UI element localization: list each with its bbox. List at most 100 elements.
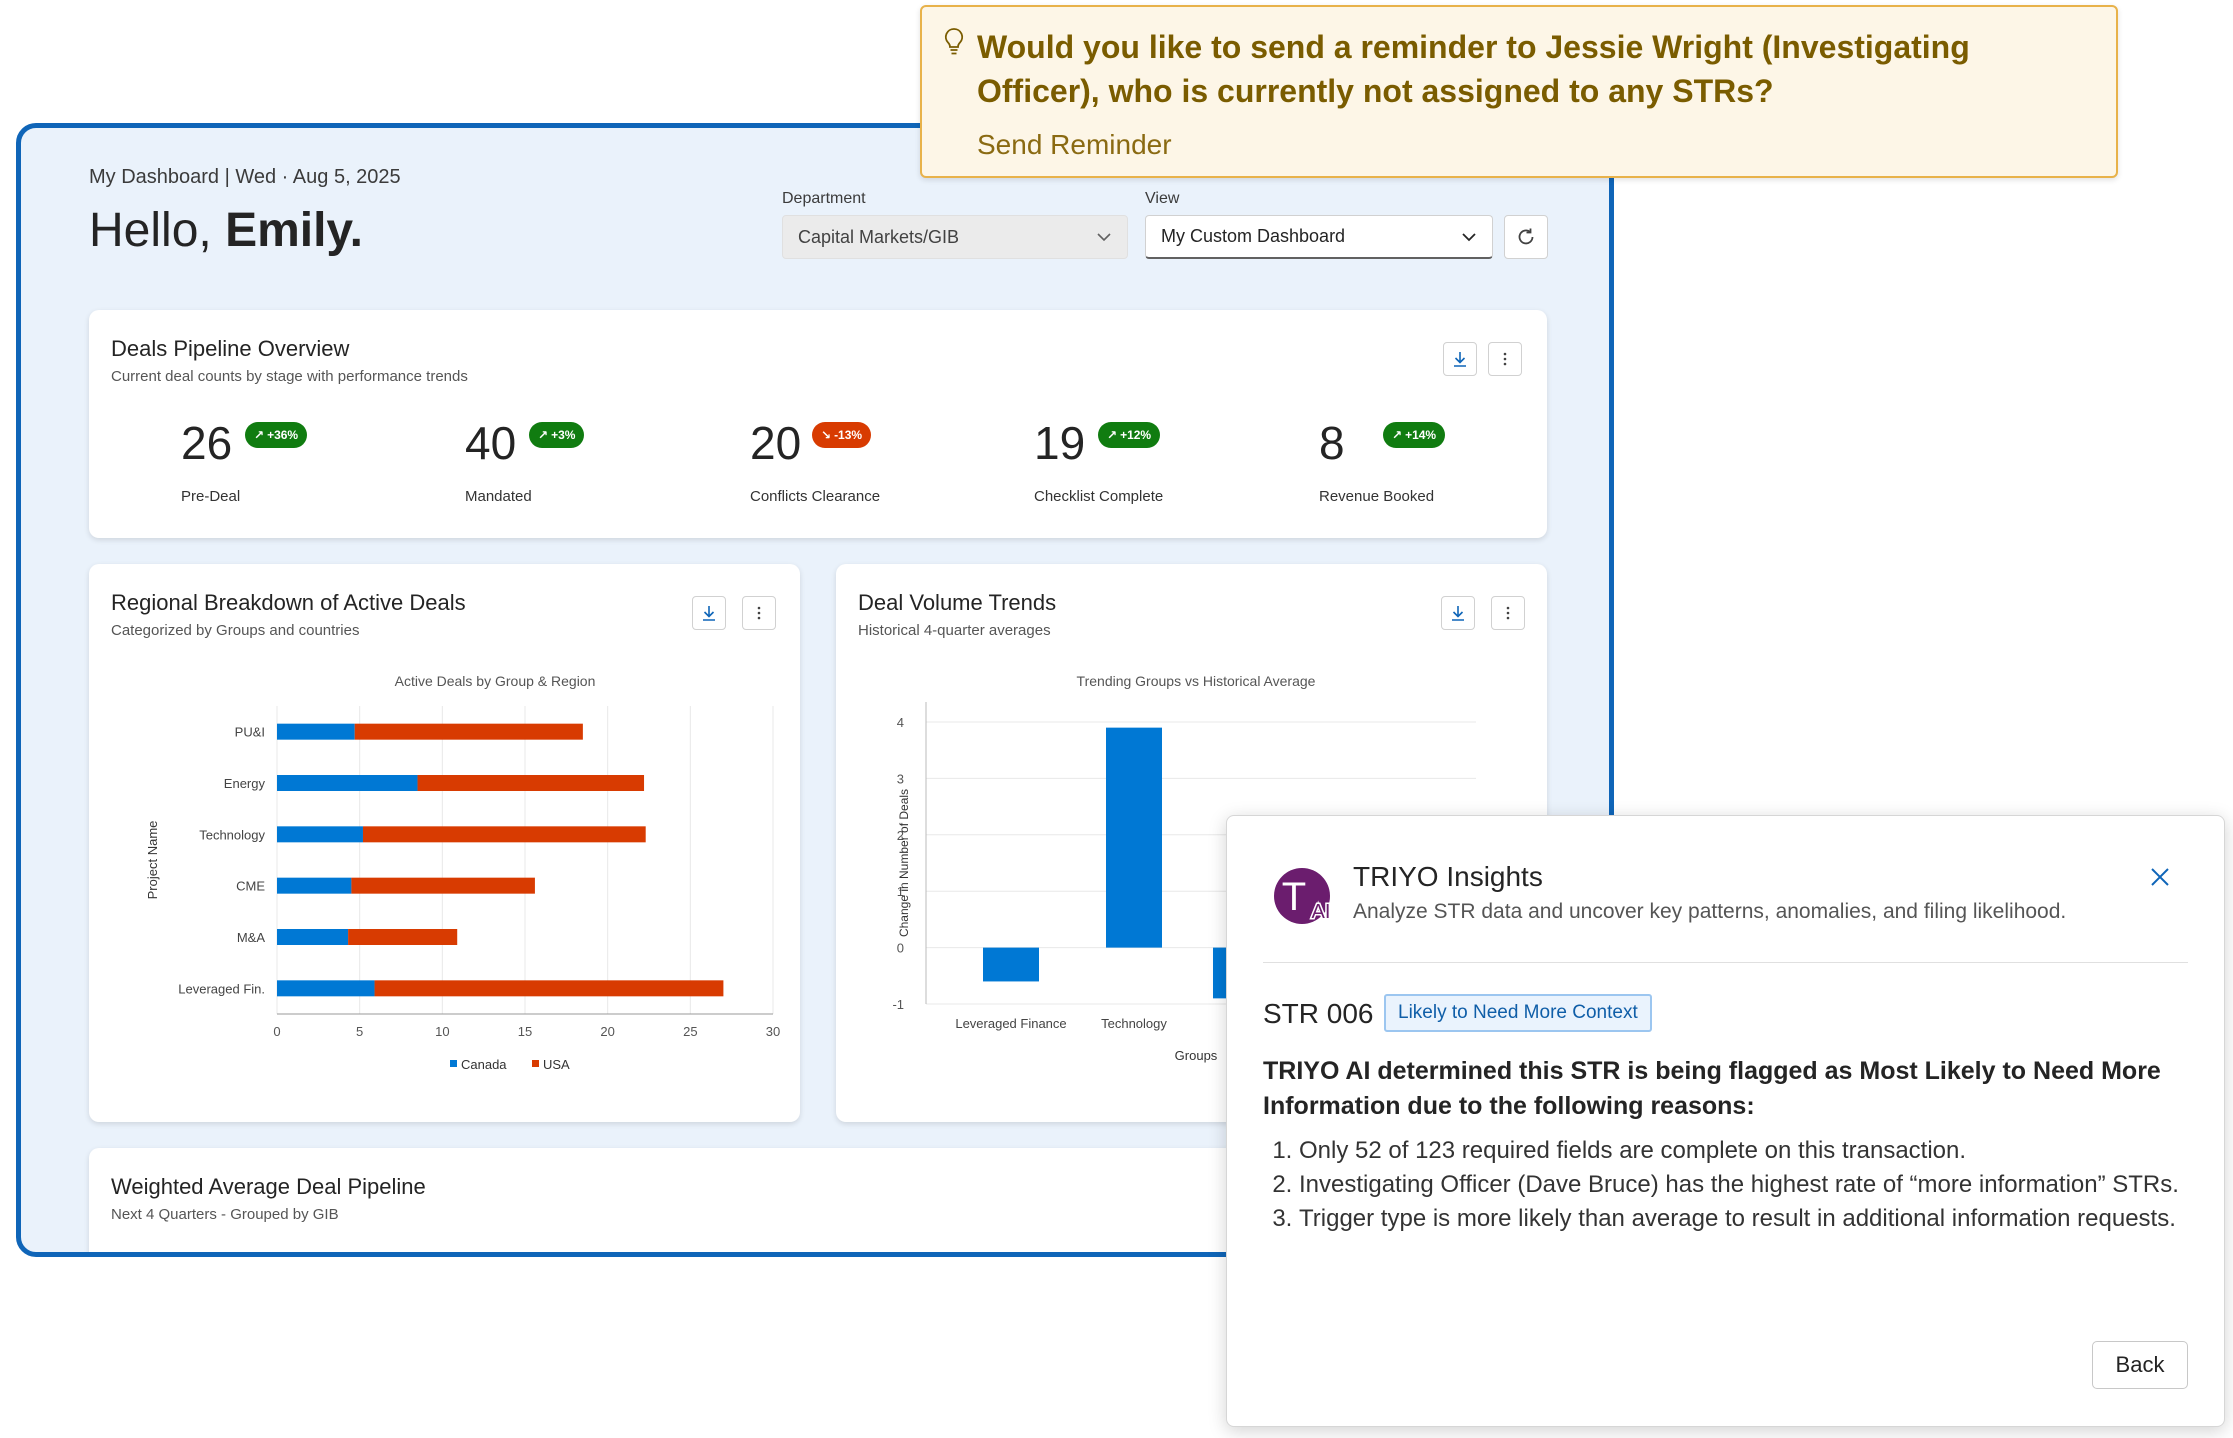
regional-more-button[interactable]	[742, 596, 776, 630]
volume-more-button[interactable]	[1491, 596, 1525, 630]
y-tick-label: PU&I	[235, 725, 265, 740]
bar-segment	[277, 826, 363, 843]
view-select[interactable]: My Custom Dashboard	[1145, 215, 1493, 259]
pipeline-download-button[interactable]	[1443, 342, 1477, 376]
reasons-list: Only 52 of 123 required fields are compl…	[1263, 1134, 2219, 1236]
legend-label: Canada	[461, 1057, 507, 1072]
logo-letter: T	[1282, 875, 1306, 919]
y-tick-label: 4	[897, 715, 904, 730]
kpi-change: +36%	[267, 428, 299, 442]
regional-subtitle: Categorized by Groups and countries	[111, 622, 360, 639]
kpi-trend-badge: ↘ -13%	[812, 422, 872, 448]
kpi-change: +14%	[1405, 428, 1437, 442]
lightbulb-icon	[944, 28, 964, 55]
back-button[interactable]: Back	[2092, 1341, 2188, 1389]
send-reminder-link[interactable]: Send Reminder	[977, 129, 1172, 160]
pipeline-title: Deals Pipeline Overview	[111, 336, 350, 361]
weighted-subtitle: Next 4 Quarters - Grouped by GIB	[111, 1206, 339, 1223]
trend-up-icon: ↗	[254, 428, 265, 442]
insights-lead: TRIYO AI determined this STR is being fl…	[1263, 1057, 2161, 1120]
logo-sub: AI	[1312, 901, 1331, 923]
page-title: Hello, Emily.	[89, 203, 363, 258]
x-axis-label: Groups	[1175, 1048, 1218, 1063]
more-vertical-icon	[1506, 606, 1510, 620]
chart-title: Trending Groups vs Historical Average	[1077, 674, 1316, 689]
regional-download-button[interactable]	[692, 596, 726, 630]
pipeline-more-button[interactable]	[1488, 342, 1522, 376]
volume-title: Deal Volume Trends	[858, 590, 1057, 615]
refresh-icon	[1518, 228, 1534, 245]
y-tick-label: Energy	[224, 776, 266, 791]
bar-segment	[374, 980, 724, 997]
department-select[interactable]: Capital Markets/GIB	[782, 215, 1128, 259]
kpi-change: -13%	[834, 428, 863, 442]
pipeline-card: Deals Pipeline Overview Current deal cou…	[89, 310, 1547, 538]
kpi-change: +12%	[1120, 428, 1152, 442]
kpi-label: Revenue Booked	[1319, 488, 1435, 505]
volume-subtitle: Historical 4-quarter averages	[858, 622, 1051, 639]
kpi-label: Mandated	[465, 488, 532, 505]
greeting-prefix: Hello,	[89, 204, 226, 257]
kpi-trend-badge: ↗ +36%	[245, 422, 308, 448]
kpi-trend-badge: ↗ +14%	[1383, 422, 1446, 448]
chevron-down-icon	[1462, 233, 1476, 242]
x-tick-label: Technology	[1101, 1016, 1167, 1031]
x-tick-label: 0	[273, 1024, 280, 1039]
kpi-label: Pre-Deal	[181, 488, 241, 505]
bar-segment	[362, 826, 646, 843]
close-icon[interactable]	[2145, 862, 2175, 892]
y-tick-label: Technology	[199, 827, 265, 842]
bar-segment	[277, 929, 349, 945]
str-id: STR 006	[1263, 998, 1374, 1029]
bar-segment	[277, 723, 355, 740]
x-tick-label: 20	[600, 1024, 614, 1039]
y-tick-label: M&A	[237, 930, 266, 945]
trend-down-icon: ↘	[821, 428, 832, 442]
x-tick-label: 10	[435, 1024, 449, 1039]
refresh-button[interactable]	[1504, 215, 1548, 259]
view-label: View	[1145, 190, 1180, 207]
kpi-value: 20	[750, 417, 802, 469]
bar-segment	[417, 775, 645, 791]
download-icon	[703, 606, 715, 621]
y-tick-label: 1	[897, 884, 904, 899]
trend-up-icon: ↗	[1107, 428, 1118, 442]
kpi-change: +3%	[551, 428, 576, 442]
kpi-label: Checklist Complete	[1034, 488, 1164, 505]
x-tick-label: 5	[356, 1024, 363, 1039]
volume-download-button[interactable]	[1441, 596, 1475, 630]
regional-stacked-bar-chart: Active Deals by Group & Region 0 5 10 15 20 25…	[145, 674, 780, 1072]
insights-subtitle: Analyze STR data and uncover key pattern…	[1353, 900, 2067, 923]
greeting-name: Emily.	[225, 204, 363, 257]
chart-title: Active Deals by Group & Region	[395, 674, 596, 689]
bar	[983, 947, 1039, 982]
breadcrumb: My Dashboard | Wed · Aug 5, 2025	[89, 166, 401, 188]
triyo-logo-icon: T AI	[1274, 868, 1332, 925]
y-tick-label: 0	[897, 941, 904, 956]
kpi-value: 19	[1034, 417, 1086, 469]
pipeline-subtitle: Current deal counts by stage with perfor…	[111, 368, 468, 385]
y-tick-label: CME	[236, 879, 265, 894]
reminder-question: Would you like to send a reminder to Jes…	[977, 29, 1970, 109]
bar	[1106, 727, 1162, 948]
department-value: Capital Markets/GIB	[798, 226, 960, 247]
kpi-label: Conflicts Clearance	[750, 488, 881, 505]
insights-title: TRIYO Insights	[1353, 861, 1543, 892]
legend-label: USA	[543, 1057, 570, 1072]
legend-swatch	[532, 1060, 539, 1067]
kpi-trend-badge: ↗ +12%	[1098, 422, 1161, 448]
list-item: Only 52 of 123 required fields are compl…	[1299, 1134, 2219, 1168]
bar-segment	[348, 929, 458, 945]
y-axis-label: Change in Number of Deals	[897, 789, 911, 937]
trend-up-icon: ↗	[1392, 428, 1403, 442]
legend-swatch	[450, 1060, 457, 1067]
y-tick-label: 2	[897, 828, 904, 843]
divider	[1263, 962, 2188, 963]
regional-card: Regional Breakdown of Active Deals Categ…	[89, 564, 800, 1122]
bar-segment	[277, 980, 375, 997]
trend-up-icon: ↗	[538, 428, 549, 442]
chevron-down-icon	[1097, 233, 1111, 242]
download-icon	[1452, 606, 1464, 621]
more-vertical-icon	[757, 606, 761, 620]
bar-segment	[351, 877, 535, 894]
